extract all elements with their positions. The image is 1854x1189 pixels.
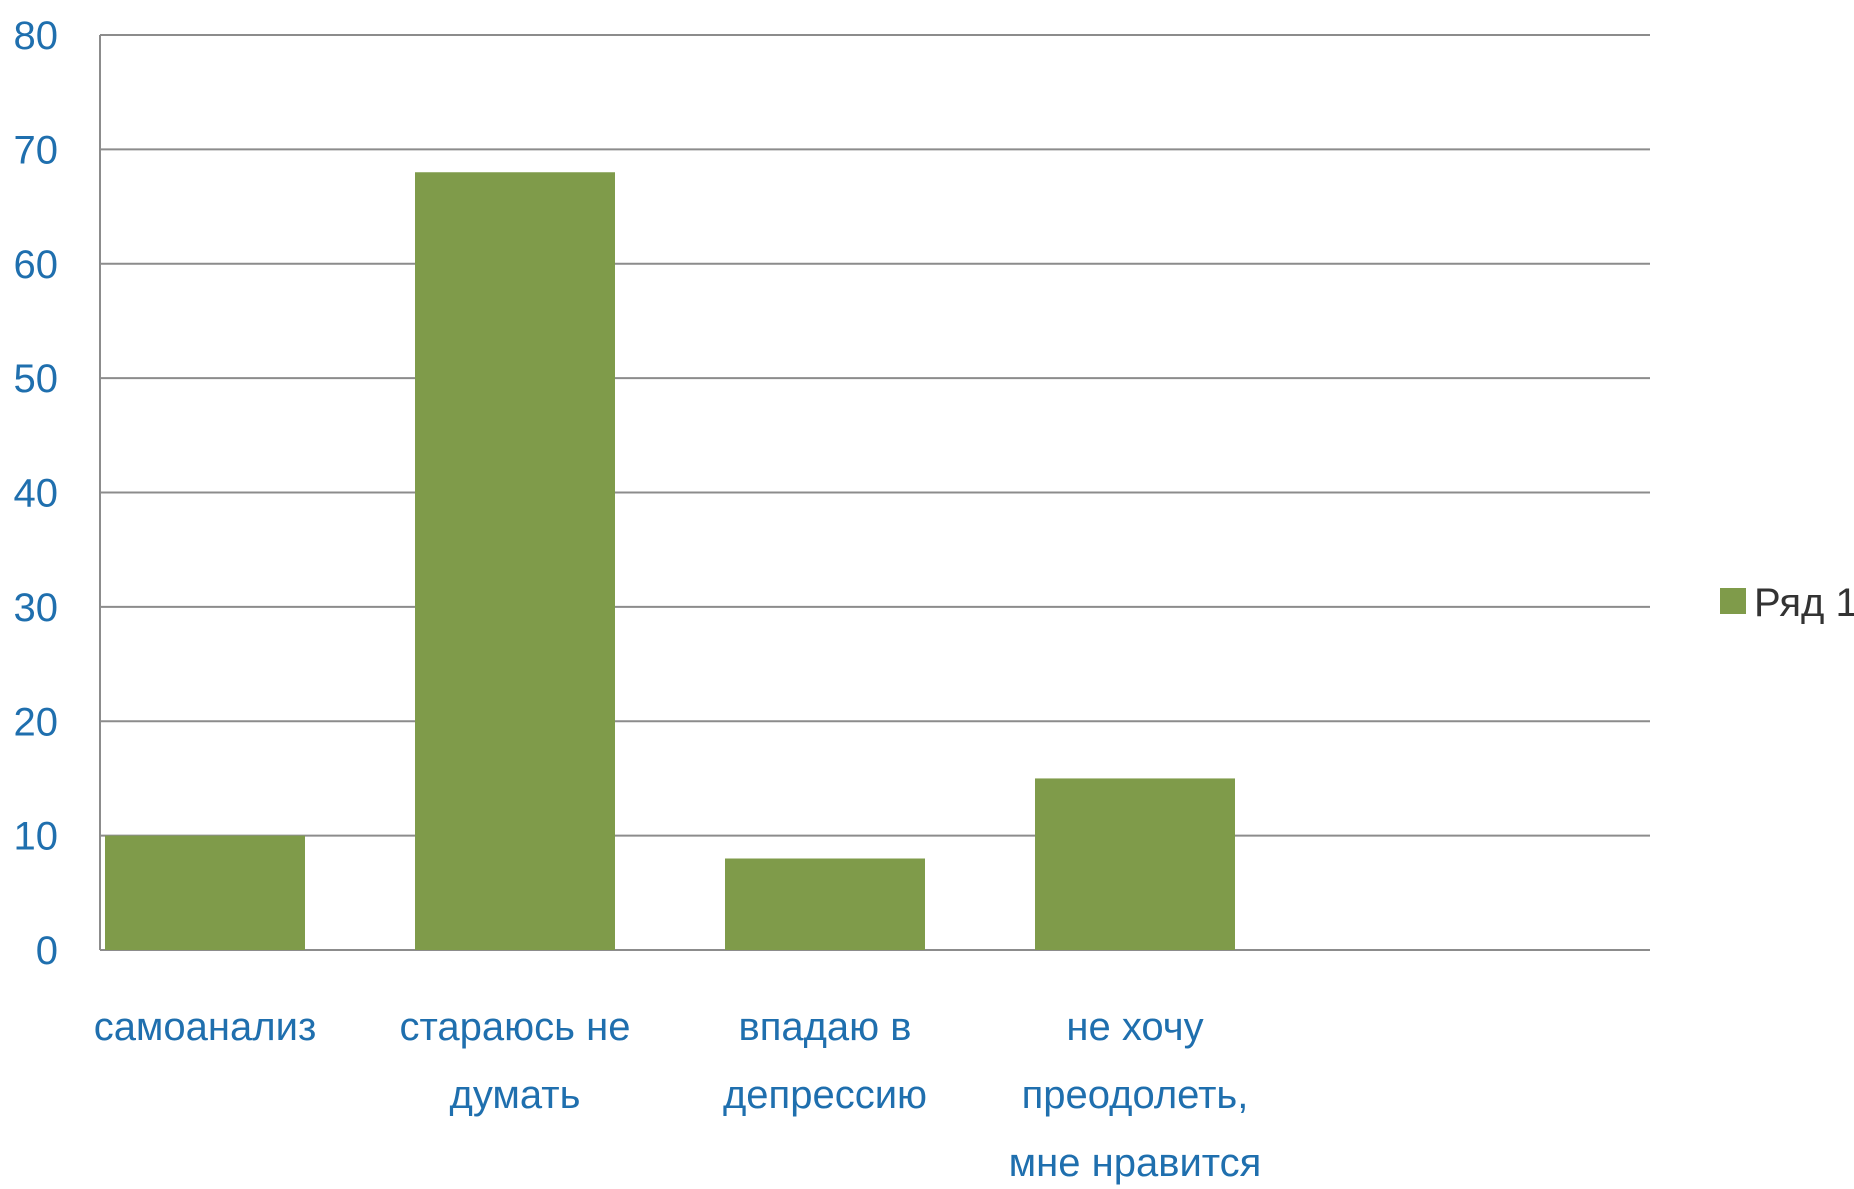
bars: [105, 172, 1235, 950]
y-tick-label: 80: [14, 14, 59, 58]
bar: [725, 858, 925, 950]
bar: [105, 835, 305, 950]
y-tick-label: 50: [14, 357, 59, 401]
y-tick-label: 20: [14, 700, 59, 744]
y-tick-label: 0: [36, 929, 58, 973]
x-tick-label: впадаю в: [738, 1005, 911, 1049]
y-axis-ticks: 0 10 20 30 40 50 60 70 80: [14, 14, 59, 973]
x-tick-label: самоанализ: [94, 1005, 317, 1049]
x-tick-label: мне нравится: [1009, 1141, 1262, 1185]
y-tick-label: 30: [14, 586, 59, 630]
legend: Ряд 1: [1720, 581, 1854, 625]
x-tick-label: стараюсь не: [400, 1005, 631, 1049]
x-axis-ticks: самоанализ стараюсь не думать впадаю в депре…: [94, 1005, 1262, 1185]
x-tick-label: депрессию: [723, 1073, 927, 1117]
x-tick-label: преодолеть,: [1022, 1073, 1249, 1117]
y-tick-label: 40: [14, 472, 59, 516]
gridlines: [99, 34, 1650, 951]
bar: [415, 172, 615, 950]
legend-swatch: [1720, 588, 1746, 614]
legend-label: Ряд 1: [1754, 581, 1854, 625]
y-tick-label: 70: [14, 128, 59, 172]
y-tick-label: 60: [14, 243, 59, 287]
x-tick-label: не хочу: [1066, 1005, 1203, 1049]
bar: [1035, 778, 1235, 950]
x-tick-label: думать: [450, 1073, 581, 1117]
y-tick-label: 10: [14, 815, 59, 859]
